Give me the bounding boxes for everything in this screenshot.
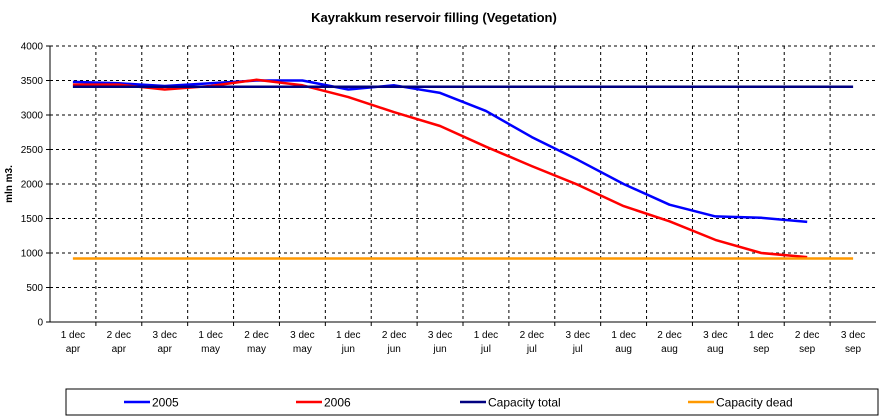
x-tick-label: 3 dec sep [841,330,865,355]
x-tick-label: 1 dec jun [336,330,360,355]
y-tick-label: 1000 [21,249,44,260]
y-tick-label: 0 [37,318,43,329]
x-tick-label: 2 dec jun [382,330,406,355]
legend-label-0: 2005 [152,396,179,410]
series-line-0 [72,79,808,224]
x-tick-label: 1 dec apr [61,330,85,355]
gridlines [50,45,876,322]
y-tick-label: 1500 [21,214,44,225]
x-tick-label: 1 dec may [198,330,222,355]
chart-title: Kayrakkum reservoir filling (Vegetation) [311,10,557,25]
y-axis-label: mln m3. [4,165,15,203]
y-tick-label: 3500 [21,76,44,87]
x-tick-label: 2 dec apr [107,330,131,355]
legend: 2005 2006 Capacity total Capacity dead [65,388,879,416]
y-tick-label: 2500 [21,145,44,156]
legend-label-2: Capacity total [488,396,561,410]
x-tick-label: 2 dec sep [795,330,819,355]
x-tick-label: 3 dec aug [703,330,727,355]
x-tick-label: 2 dec jul [520,330,544,355]
x-tick-label: 3 dec jun [428,330,452,355]
x-tick-label: 3 dec apr [152,330,176,355]
y-tick-label: 2000 [21,180,44,191]
x-tick-label: 2 dec aug [657,330,681,355]
y-tick-label: 3000 [21,111,44,122]
y-tick-label: 4000 [21,42,44,53]
x-tick-labels: 1 dec apr 2 dec apr 3 dec apr 1 dec may 2 dec may… [61,330,866,355]
legend-label-1: 2006 [324,396,351,410]
y-tick-label: 500 [26,283,43,294]
legend-label-3: Capacity dead [716,396,793,410]
x-tick-label: 1 dec jul [474,330,498,355]
y-tick-labels: 0 500 1000 1500 2000 2500 3000 3500 4000 [21,42,44,329]
series-line-1 [72,78,808,259]
x-tick-label: 3 dec may [290,330,314,355]
x-tick-label: 1 dec sep [749,330,773,355]
x-tick-label: 2 dec may [244,330,268,355]
series-lines [72,78,854,260]
axes [46,45,876,326]
x-tick-label: 3 dec jul [565,330,589,355]
x-tick-label: 1 dec aug [611,330,635,355]
